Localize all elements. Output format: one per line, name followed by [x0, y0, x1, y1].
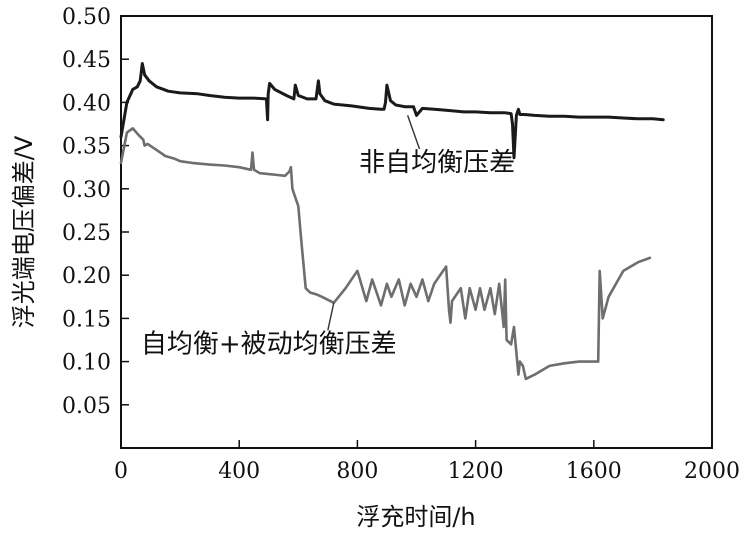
y-tick-label: 0.20	[62, 264, 111, 289]
y-tick-label: 0.15	[62, 307, 111, 332]
y-tick-label: 0.35	[62, 135, 111, 160]
y-tick-label: 0.40	[62, 91, 111, 116]
x-axis-title: 浮充时间/h	[356, 503, 475, 531]
series-layer	[119, 62, 665, 381]
y-tick-label: 0.25	[62, 221, 111, 246]
y-tick-label: 0.10	[62, 351, 111, 376]
annotation-leader	[406, 115, 421, 150]
series-line-2	[119, 127, 652, 381]
y-axis-ticks: 0.05 0.10 0.15 0.20 0.25 0.30 0.35 0.40 0.45 0.50	[62, 5, 129, 419]
x-tick-label: 2000	[684, 459, 740, 484]
y-tick-label: 0.50	[62, 5, 111, 30]
x-axis-ticks: 0 400 800 1200 1600 2000	[114, 440, 740, 484]
annotation-label: 非自均衡压差	[359, 148, 515, 178]
y-axis-title: 浮光端电压偏差/V	[10, 135, 38, 328]
x-tick-label: 1600	[566, 459, 622, 484]
x-tick-label: 400	[218, 459, 260, 484]
y-tick-label: 0.30	[62, 178, 111, 203]
y-tick-label: 0.45	[62, 48, 111, 73]
x-tick-label: 800	[336, 459, 378, 484]
y-tick-label: 0.05	[62, 394, 111, 419]
x-tick-label: 0	[114, 459, 128, 484]
series-line-1	[119, 62, 665, 160]
annotation-label: 自均衡+被动均衡压差	[141, 329, 397, 359]
annotation-leader	[327, 302, 335, 331]
x-tick-label: 1200	[448, 459, 504, 484]
plot-frame	[120, 15, 713, 449]
